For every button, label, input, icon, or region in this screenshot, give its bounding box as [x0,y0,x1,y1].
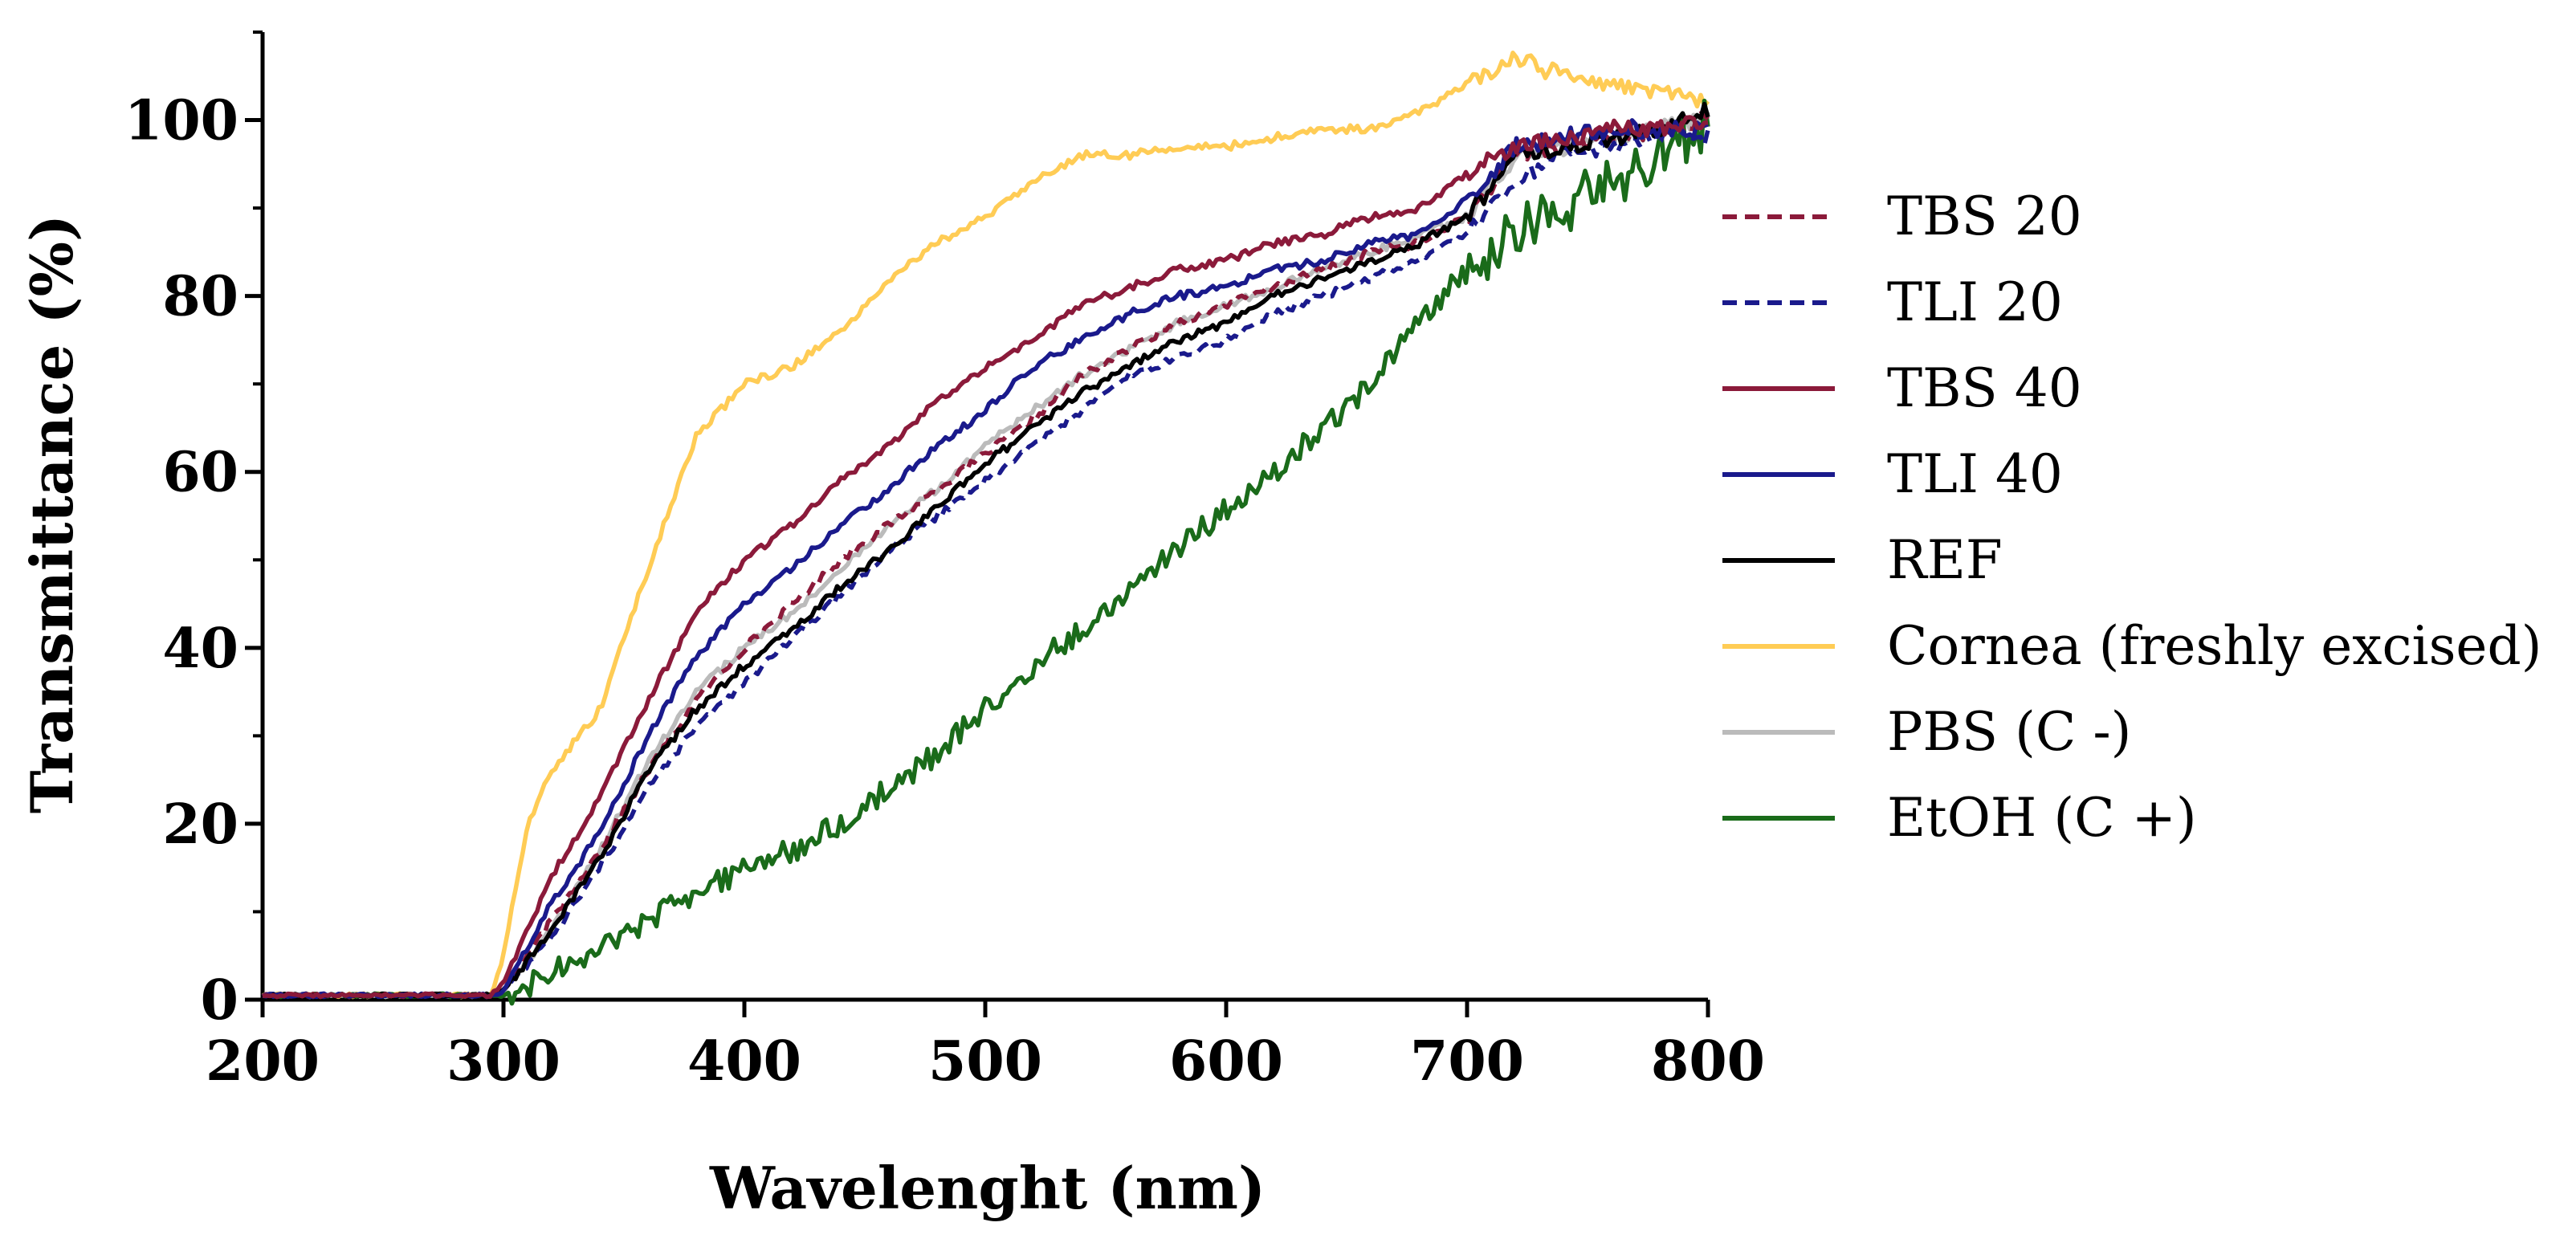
legend-label: TLI 40 [1887,443,2063,505]
y-tick-label: 100 [124,89,238,153]
legend-label: EtOH (C +) [1887,787,2197,849]
x-tick-label: 500 [928,1029,1042,1094]
series-line-7 [262,98,1710,1006]
x-tick-label: 300 [446,1029,560,1094]
series-line-2 [262,115,1709,1000]
series-line-5 [262,51,1710,1000]
x-tick-label: 800 [1651,1029,1765,1094]
x-tick-label: 700 [1410,1029,1524,1094]
x-tick-label: 200 [206,1029,320,1094]
axes: 200 300 400 500 600 700 800 0 20 40 60 80 100 [124,31,1765,1094]
y-axis-title: Transmittance (%) [18,214,86,813]
x-axis-title: Wavelenght (nm) [709,1154,1266,1222]
legend-label: REF [1887,529,2003,591]
y-tick-label: 0 [201,968,238,1033]
legend-label: Cornea (freshly excised) [1887,615,2542,677]
x-tick-label: 400 [687,1029,801,1094]
y-tick-label: 20 [162,793,238,857]
y-tick-label: 60 [162,441,238,505]
legend: TBS 20 TLI 20 TBS 40 TLI 40 REF Cornea (fresh… [1722,185,2542,849]
y-tick-label: 40 [162,617,238,681]
legend-label: TLI 20 [1887,271,2063,333]
legend-label: TBS 40 [1887,357,2082,419]
y-tick-label: 80 [162,265,238,329]
series-lines [261,51,1710,1006]
x-tick-label: 600 [1169,1029,1283,1094]
legend-label: PBS (C -) [1887,701,2131,763]
legend-label: TBS 20 [1887,185,2082,247]
series-line-3 [262,118,1709,1000]
